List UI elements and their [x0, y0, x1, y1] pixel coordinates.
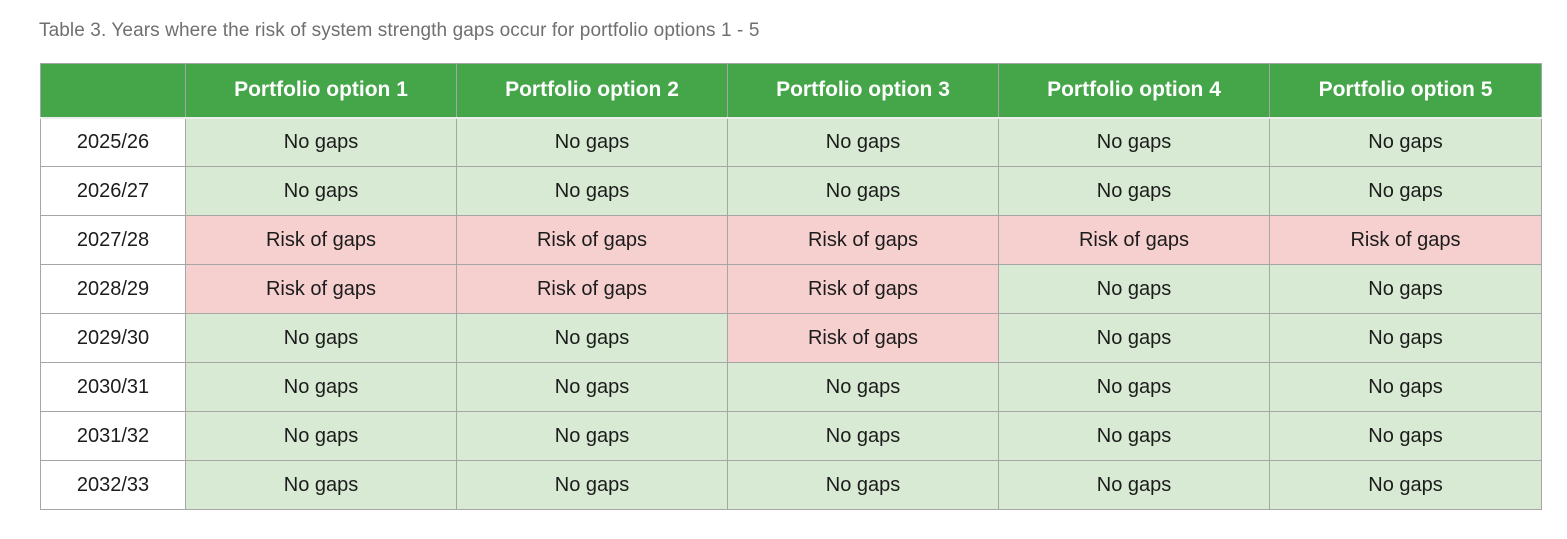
table-row: 2025/26 No gaps No gaps No gaps No gaps No ga… [40, 117, 1542, 167]
no-gaps-cell: No gaps [456, 362, 728, 412]
table-row: 2027/28 Risk of gaps Risk of gaps Risk of g… [40, 215, 1542, 265]
no-gaps-cell: No gaps [998, 117, 1270, 167]
table-row: 2026/27 No gaps No gaps No gaps No gaps No ga… [40, 166, 1542, 216]
risk-of-gaps-cell: Risk of gaps [998, 215, 1270, 265]
no-gaps-cell: No gaps [998, 313, 1270, 363]
column-header-portfolio-option-5: Portfolio option 5 [1269, 63, 1542, 119]
risk-of-gaps-cell: Risk of gaps [185, 215, 457, 265]
year-cell: 2027/28 [40, 215, 186, 265]
year-cell: 2026/27 [40, 166, 186, 216]
no-gaps-cell: No gaps [456, 460, 728, 510]
no-gaps-cell: No gaps [727, 117, 999, 167]
table-row: 2030/31 No gaps No gaps No gaps No gaps No ga… [40, 362, 1542, 412]
no-gaps-cell: No gaps [185, 362, 457, 412]
no-gaps-cell: No gaps [1269, 166, 1542, 216]
no-gaps-cell: No gaps [456, 313, 728, 363]
no-gaps-cell: No gaps [1269, 362, 1542, 412]
no-gaps-cell: No gaps [1269, 460, 1542, 510]
table-header-row: Portfolio option 1 Portfolio option 2 Port… [40, 63, 1542, 119]
no-gaps-cell: No gaps [1269, 264, 1542, 314]
no-gaps-cell: No gaps [1269, 117, 1542, 167]
table-row: 2028/29 Risk of gaps Risk of gaps Risk of g… [40, 264, 1542, 314]
no-gaps-cell: No gaps [727, 411, 999, 461]
no-gaps-cell: No gaps [185, 117, 457, 167]
column-header-portfolio-option-2: Portfolio option 2 [456, 63, 728, 119]
no-gaps-cell: No gaps [998, 362, 1270, 412]
table-row: 2029/30 No gaps No gaps Risk of gaps No gaps… [40, 313, 1542, 363]
year-cell: 2031/32 [40, 411, 186, 461]
table-caption: Table 3. Years where the risk of system … [39, 20, 760, 41]
no-gaps-cell: No gaps [456, 411, 728, 461]
no-gaps-cell: No gaps [1269, 411, 1542, 461]
year-cell: 2028/29 [40, 264, 186, 314]
year-cell: 2029/30 [40, 313, 186, 363]
no-gaps-cell: No gaps [185, 166, 457, 216]
corner-header-cell [40, 63, 186, 119]
no-gaps-cell: No gaps [456, 166, 728, 216]
column-header-portfolio-option-4: Portfolio option 4 [998, 63, 1270, 119]
no-gaps-cell: No gaps [727, 166, 999, 216]
no-gaps-cell: No gaps [456, 117, 728, 167]
no-gaps-cell: No gaps [727, 460, 999, 510]
year-cell: 2032/33 [40, 460, 186, 510]
no-gaps-cell: No gaps [1269, 313, 1542, 363]
year-cell: 2030/31 [40, 362, 186, 412]
risk-of-gaps-cell: Risk of gaps [456, 264, 728, 314]
table-row: 2031/32 No gaps No gaps No gaps No gaps No ga… [40, 411, 1542, 461]
no-gaps-cell: No gaps [727, 362, 999, 412]
column-header-portfolio-option-3: Portfolio option 3 [727, 63, 999, 119]
risk-of-gaps-cell: Risk of gaps [1269, 215, 1542, 265]
no-gaps-cell: No gaps [998, 264, 1270, 314]
column-header-portfolio-option-1: Portfolio option 1 [185, 63, 457, 119]
year-cell: 2025/26 [40, 117, 186, 167]
no-gaps-cell: No gaps [185, 411, 457, 461]
no-gaps-cell: No gaps [185, 313, 457, 363]
no-gaps-cell: No gaps [998, 166, 1270, 216]
risk-of-gaps-table: Portfolio option 1 Portfolio option 2 Port… [40, 63, 1542, 510]
no-gaps-cell: No gaps [998, 460, 1270, 510]
no-gaps-cell: No gaps [998, 411, 1270, 461]
risk-of-gaps-cell: Risk of gaps [456, 215, 728, 265]
risk-of-gaps-cell: Risk of gaps [727, 264, 999, 314]
risk-of-gaps-cell: Risk of gaps [185, 264, 457, 314]
no-gaps-cell: No gaps [185, 460, 457, 510]
risk-of-gaps-cell: Risk of gaps [727, 215, 999, 265]
table-row: 2032/33 No gaps No gaps No gaps No gaps No ga… [40, 460, 1542, 510]
risk-of-gaps-cell: Risk of gaps [727, 313, 999, 363]
